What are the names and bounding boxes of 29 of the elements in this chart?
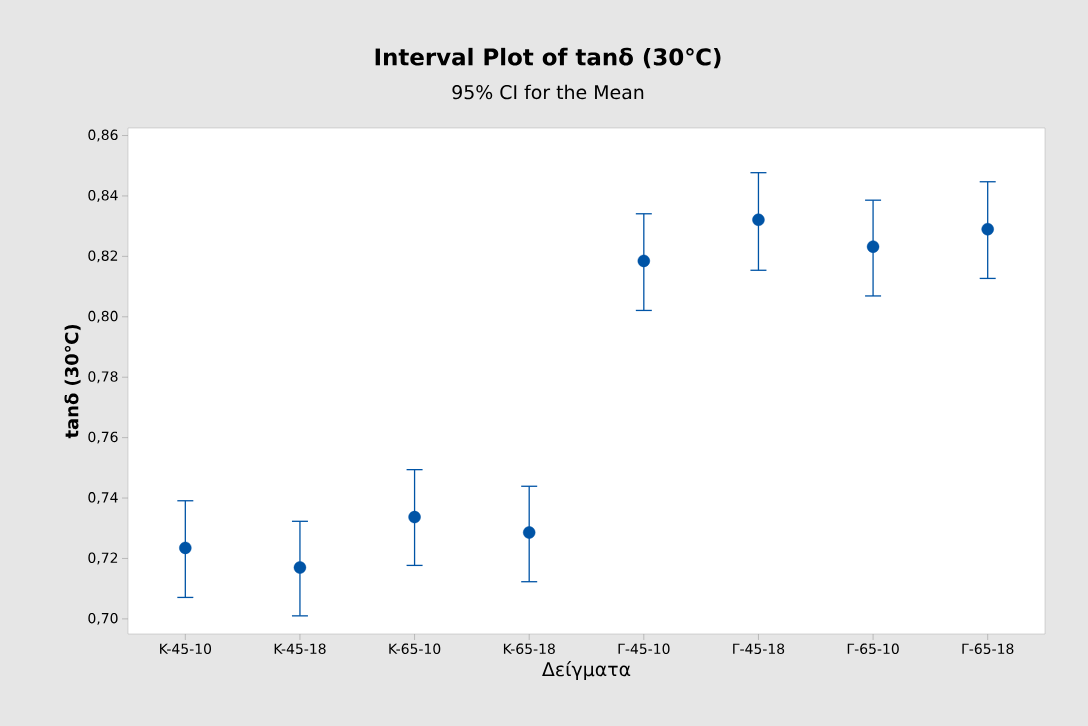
y-tick-label: 0,72 [88, 552, 118, 565]
x-tick-label: Γ-45-10 [618, 643, 670, 655]
y-tick-label: 0,84 [88, 189, 118, 202]
y-tick-label: 0,74 [88, 492, 118, 505]
y-tick-label: 0,86 [88, 129, 118, 142]
point [981, 222, 994, 236]
y-tick-label: 0,80 [88, 310, 118, 323]
point [866, 240, 880, 253]
x-tick-label: K-65-10 [389, 643, 441, 655]
point [637, 254, 651, 268]
point [523, 526, 536, 539]
point [179, 541, 192, 555]
x-tick-label: Γ-65-10 [847, 643, 899, 655]
y-tick-label: 0,78 [88, 371, 118, 384]
x-tick-label: K-45-10 [160, 643, 212, 655]
x-tick-label: Γ-45-18 [733, 643, 785, 655]
y-axis-title: tanδ (30℃) [64, 324, 81, 439]
x-tick-label: Γ-65-18 [962, 643, 1014, 655]
chart-subtitle: 95% CI for the Mean [452, 84, 644, 100]
y-tick-label: 0,70 [88, 612, 118, 625]
point [408, 510, 421, 524]
x-axis-title: Δείγματα [542, 660, 631, 680]
point [293, 561, 307, 574]
point [752, 213, 765, 227]
y-tick-label: 0,82 [88, 250, 118, 263]
x-tick-label: K-45-18 [274, 643, 326, 655]
x-tick-label: K-65-18 [503, 643, 555, 655]
chart-title: Interval Plot of tanδ (30℃) [375, 47, 721, 69]
y-tick-label: 0,76 [88, 431, 118, 444]
